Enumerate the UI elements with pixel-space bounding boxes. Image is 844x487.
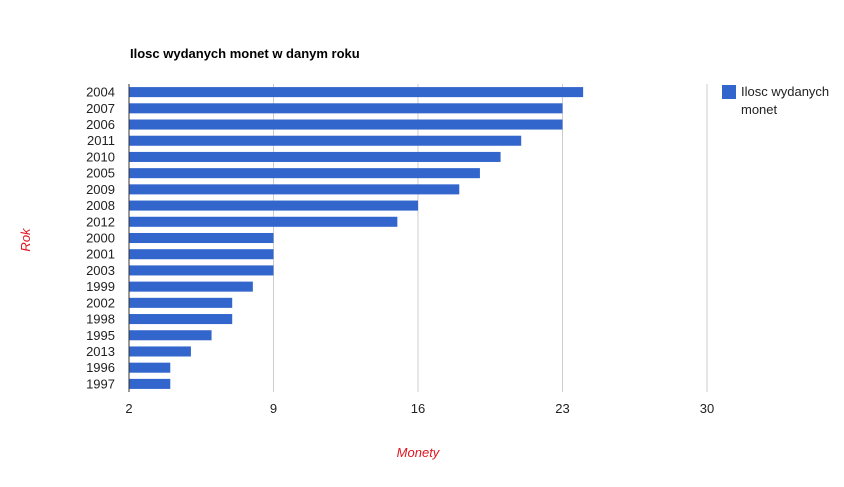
bar-2009: [129, 184, 460, 195]
bar-2007: [129, 103, 563, 114]
x-axis-title: Monety: [397, 445, 441, 460]
y-tick-label: 2004: [86, 85, 115, 100]
chart-title: Ilosc wydanych monet w danym roku: [130, 46, 360, 61]
y-axis-title: Rok: [18, 227, 33, 252]
bar-2000: [129, 232, 274, 244]
bar-2012: [129, 216, 398, 227]
legend: Ilosc wydanych monet: [722, 84, 829, 117]
bars: [129, 87, 584, 389]
y-tick-label: 2001: [86, 247, 115, 262]
x-tick-labels: 2 9 16 23 30: [125, 401, 714, 416]
bar-2005: [129, 168, 480, 179]
bar-2004: [129, 87, 584, 98]
y-tick-label: 2010: [86, 149, 115, 164]
y-tick-label: 2008: [86, 198, 115, 213]
y-tick-label: 2011: [87, 133, 115, 148]
y-tick-label: 2002: [86, 295, 115, 310]
legend-swatch: [722, 85, 736, 99]
legend-label: Ilosc wydanych monet: [741, 84, 829, 117]
bar-2010: [129, 151, 501, 162]
bar-2001: [129, 249, 274, 260]
bar-1998: [129, 314, 233, 325]
y-tick-label: 1997: [86, 376, 115, 391]
x-tick-label: 9: [270, 401, 277, 416]
y-tick-label: 2006: [86, 117, 115, 132]
y-tick-label: 2012: [86, 214, 115, 229]
y-tick-label: 2005: [86, 166, 115, 181]
x-tick-label: 16: [411, 401, 425, 416]
bar-2008: [129, 200, 418, 211]
bar-1999: [129, 281, 253, 292]
y-tick-label: 2009: [86, 182, 115, 197]
y-tick-label: 1999: [86, 279, 115, 294]
bar-2011: [129, 135, 522, 146]
bar-2002: [129, 297, 233, 308]
y-tick-label: 2003: [86, 263, 115, 278]
x-tick-label: 30: [700, 401, 714, 416]
y-tick-label: 1996: [86, 360, 115, 375]
x-tick-label: 2: [125, 401, 132, 416]
y-tick-label: 2000: [86, 231, 115, 246]
y-tick-label: 1998: [86, 312, 115, 327]
y-tick-label: 2013: [86, 344, 115, 359]
y-tick-label: 2007: [86, 101, 115, 116]
bar-2006: [129, 119, 563, 130]
bar-1997: [129, 378, 171, 389]
bar-1996: [129, 362, 171, 373]
bar-2013: [129, 346, 191, 357]
bar-1995: [129, 330, 212, 341]
gridlines: [273, 84, 708, 392]
bar-2003: [129, 265, 274, 276]
x-tick-label: 23: [555, 401, 569, 416]
y-tick-label: 1995: [86, 328, 115, 343]
